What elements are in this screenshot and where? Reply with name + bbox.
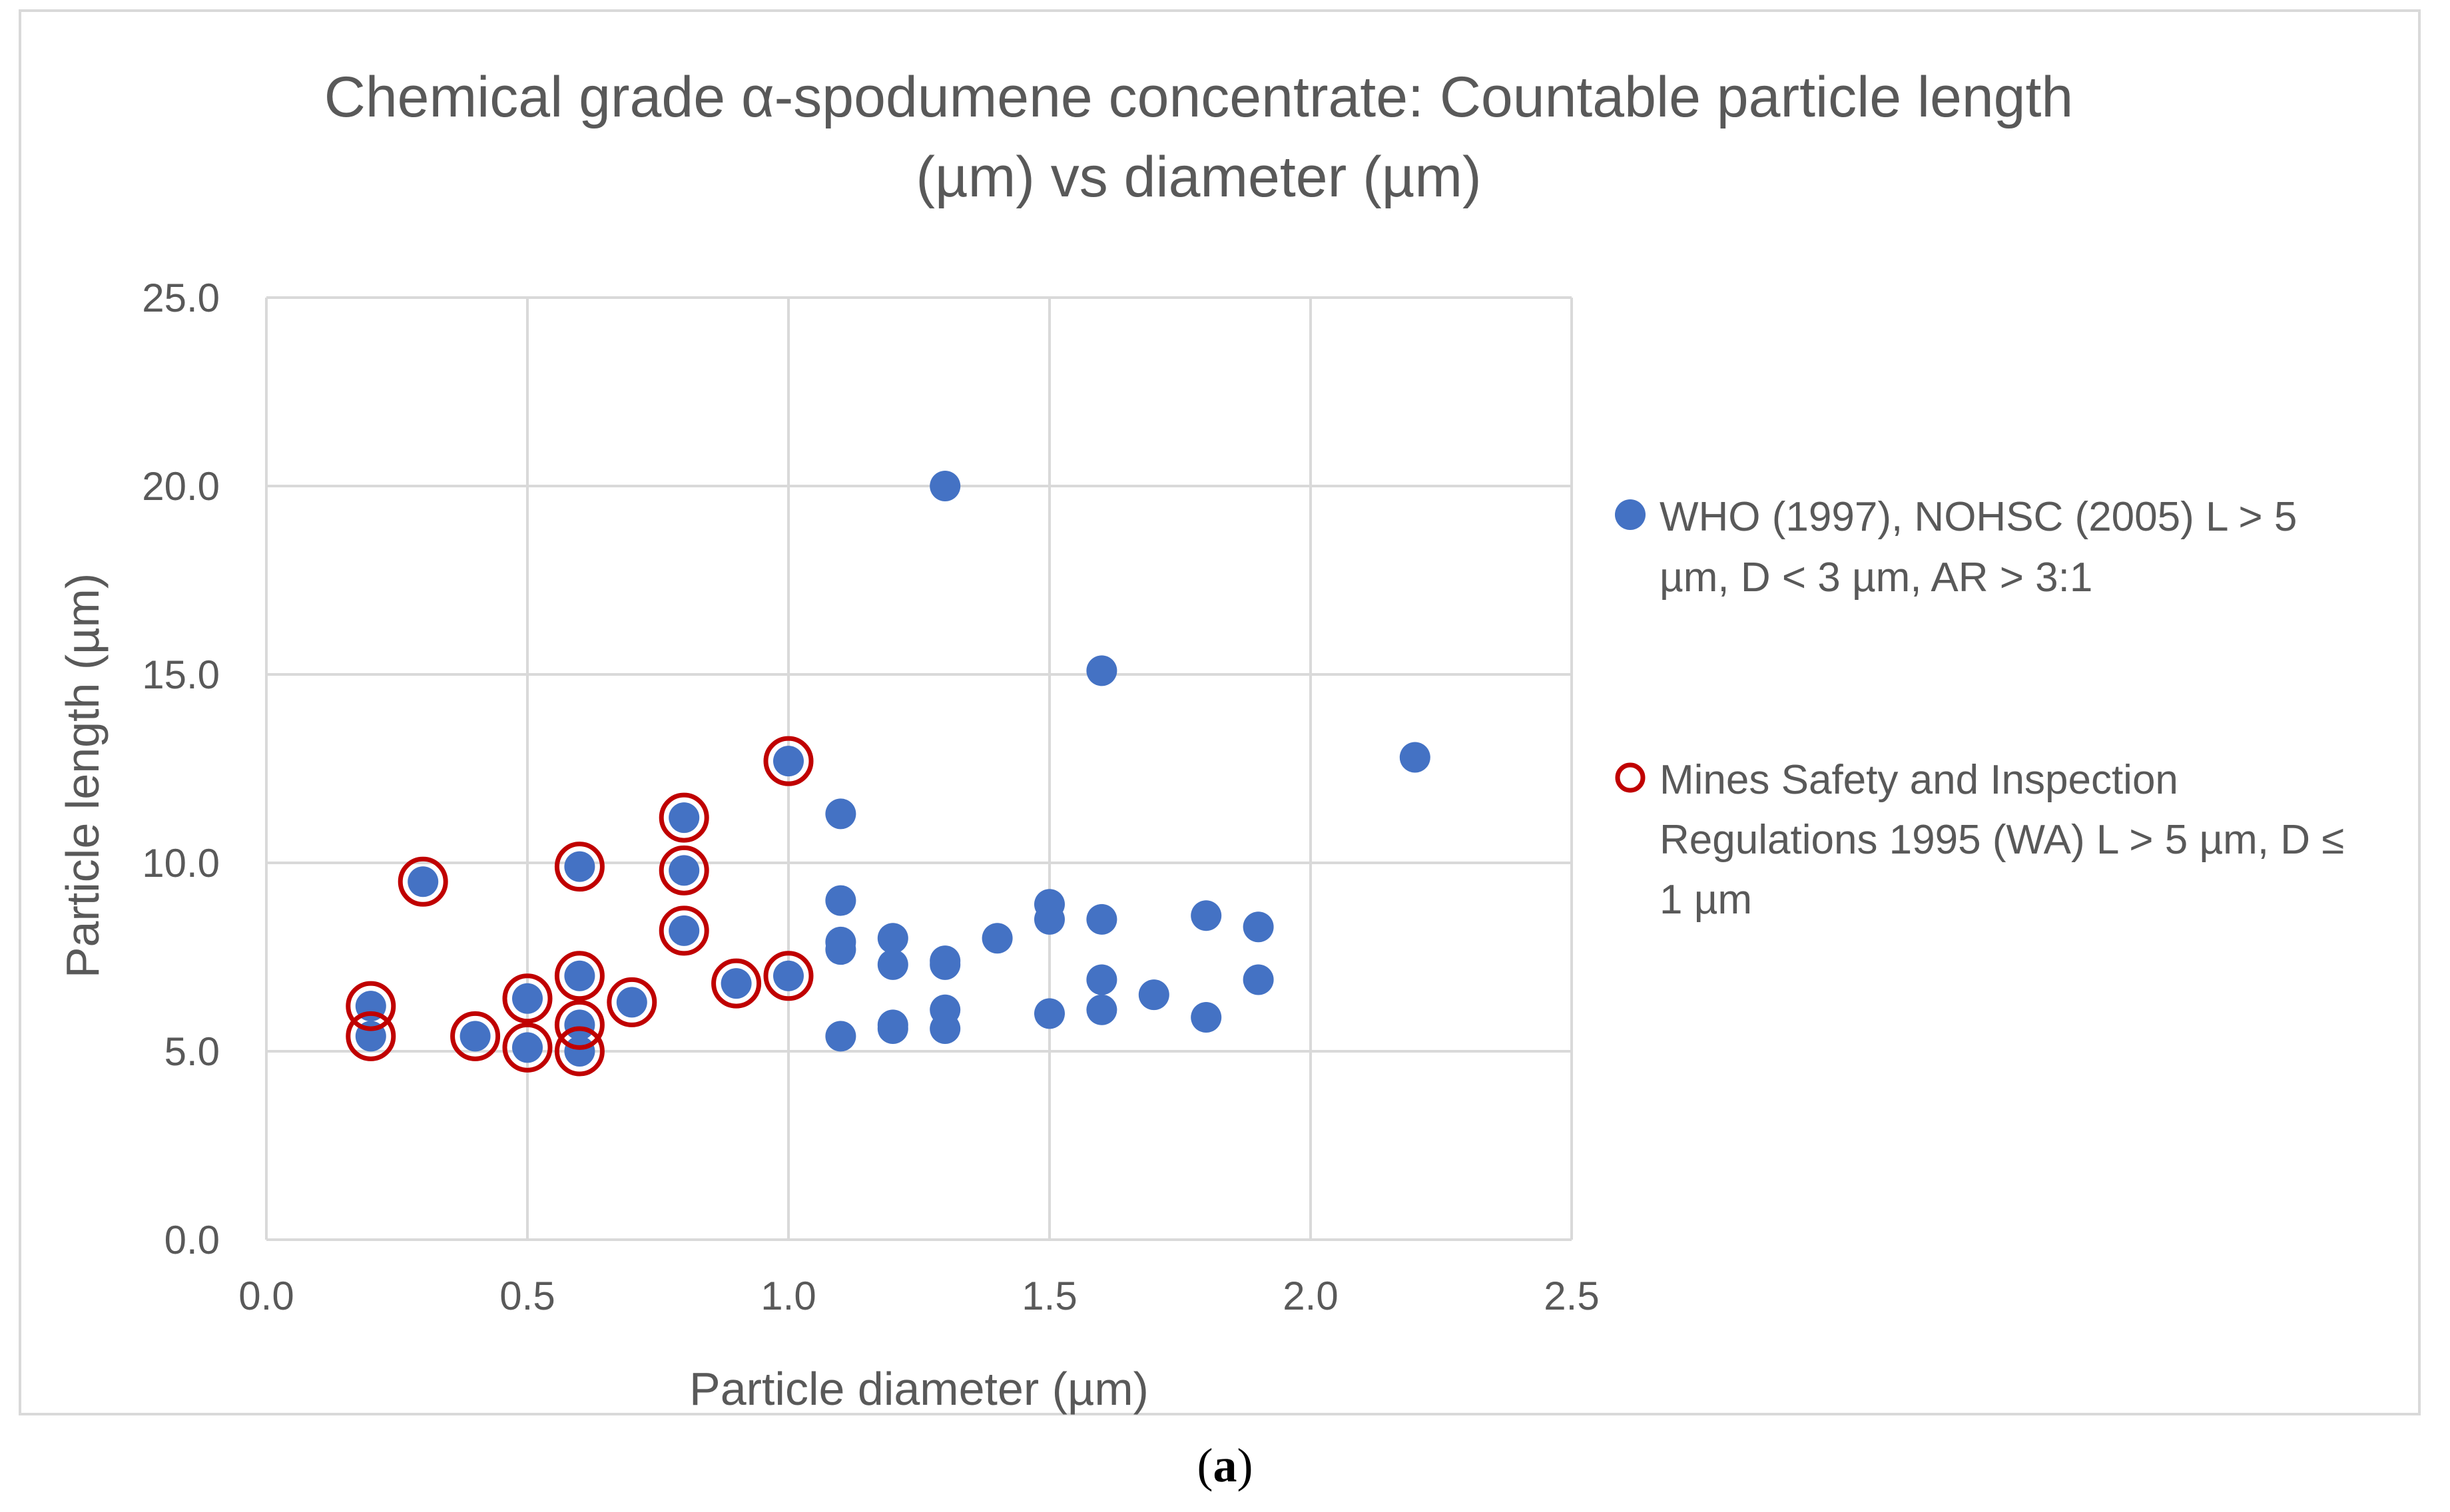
legend-label-who-nohsc-line-2: µm, D < 3 µm, AR > 3:1 [1660,555,2092,601]
x-tick-label: 1.0 [761,1274,816,1318]
legend-label-mines-safety-line-1: Mines Safety and Inspection [1660,757,2178,803]
x-axis-title: Particle diameter (µm) [689,1363,1149,1415]
data-point-who-nohsc [877,949,908,980]
data-points [346,471,1430,1077]
data-point-who-nohsc [877,923,908,954]
y-tick-label: 10.0 [142,841,220,885]
data-point-who-nohsc [564,960,595,991]
caption-open-paren: ( [1197,1439,1213,1492]
data-point-who-nohsc [1034,998,1065,1029]
data-point-who-nohsc [1191,1002,1222,1033]
gridlines [265,296,1573,1241]
data-point-mines-safety [659,845,709,895]
data-point-who-nohsc [512,1032,543,1063]
y-tick-label: 25.0 [142,276,220,320]
data-point-mines-safety [502,1022,553,1073]
data-point-mines-safety [711,958,762,1009]
data-point-mines-safety [659,905,709,956]
x-tick-label: 0.0 [238,1274,294,1318]
data-point-who-nohsc [1243,911,1274,943]
figure-caption: (a) [0,1438,2450,1493]
chart-title-line-1: Chemical grade α-spodumene concentrate: … [324,65,2074,129]
legend-label-mines-safety-line-3: 1 µm [1660,877,1752,923]
data-point-who-nohsc [1086,655,1117,686]
y-tick-label: 15.0 [142,652,220,697]
data-point-who-nohsc [825,934,856,965]
legend-label-mines-safety-line-2: Regulations 1995 (WA) L > 5 µm, D ≤ [1660,817,2344,863]
chart-frame [19,9,2421,1415]
data-point-mines-safety [346,1011,396,1061]
data-point-who-nohsc [721,968,752,999]
y-tick-label: 0.0 [164,1218,220,1262]
x-tick-label: 1.5 [1022,1274,1077,1318]
data-point-mines-safety [554,999,605,1050]
data-point-who-nohsc [825,1021,856,1052]
x-tick-label: 2.0 [1283,1274,1338,1318]
caption-close-paren: ) [1237,1439,1253,1492]
data-point-mines-safety [554,1026,605,1077]
data-point-who-nohsc [930,949,961,980]
data-point-mines-safety [763,951,814,1001]
data-point-mines-safety [659,792,709,843]
data-point-who-nohsc [1034,903,1065,935]
data-point-who-nohsc [1086,994,1117,1025]
data-point-mines-safety [398,856,448,907]
x-tick-label: 2.5 [1544,1274,1599,1318]
data-point-mines-safety [607,977,657,1027]
data-point-who-nohsc [408,866,439,897]
data-point-who-nohsc [669,855,700,886]
data-point-who-nohsc [616,987,647,1018]
data-point-who-nohsc [1086,964,1117,995]
data-point-mines-safety [502,973,553,1024]
data-point-who-nohsc [564,1036,595,1067]
data-point-mines-safety [554,842,605,892]
data-point-who-nohsc [773,746,804,777]
legend-label-who-nohsc-line-1: WHO (1997), NOHSC (2005) L > 5 [1660,494,2297,540]
data-point-who-nohsc [1086,903,1117,935]
chart-title-line-2: (µm) vs diameter (µm) [916,145,1481,209]
legend: WHO (1997), NOHSC (2005) L > 5 µm, D < 3… [1615,494,2344,923]
data-point-who-nohsc [1138,979,1169,1011]
data-point-who-nohsc [825,885,856,916]
data-point-mines-safety [554,951,605,1001]
data-point-who-nohsc [877,1013,908,1045]
data-point-who-nohsc [930,1013,961,1045]
scatter-chart: 0.0 0.5 1.0 1.5 2.0 2.5 0.0 5.0 10.0 15.0 20.0 25.0… [57,65,2344,1415]
data-point-who-nohsc [930,471,961,501]
data-point-who-nohsc [459,1021,491,1052]
data-point-who-nohsc [1191,900,1222,931]
legend-marker-mines-safety [1615,762,1646,793]
tick-labels: 0.0 0.5 1.0 1.5 2.0 2.5 0.0 5.0 10.0 15.0 20.0 25.0 [142,276,1599,1318]
data-point-mines-safety [763,736,814,786]
data-point-who-nohsc [564,851,595,882]
data-point-who-nohsc [512,983,543,1014]
data-point-mines-safety [346,981,396,1031]
x-tick-label: 0.5 [499,1274,555,1318]
data-point-mines-safety [450,1011,501,1061]
legend-marker-who-nohsc [1615,499,1646,530]
data-point-who-nohsc [669,802,700,834]
data-point-who-nohsc [773,960,804,991]
data-point-who-nohsc [564,1009,595,1041]
data-point-who-nohsc [825,798,856,830]
data-point-who-nohsc [669,915,700,946]
caption-label: a [1213,1439,1237,1492]
data-point-who-nohsc [1399,742,1430,773]
y-tick-label: 5.0 [164,1029,220,1074]
y-axis-title: Particle length (µm) [57,573,109,978]
data-point-who-nohsc [982,923,1013,954]
data-point-who-nohsc [1243,964,1274,995]
y-tick-label: 20.0 [142,464,220,509]
